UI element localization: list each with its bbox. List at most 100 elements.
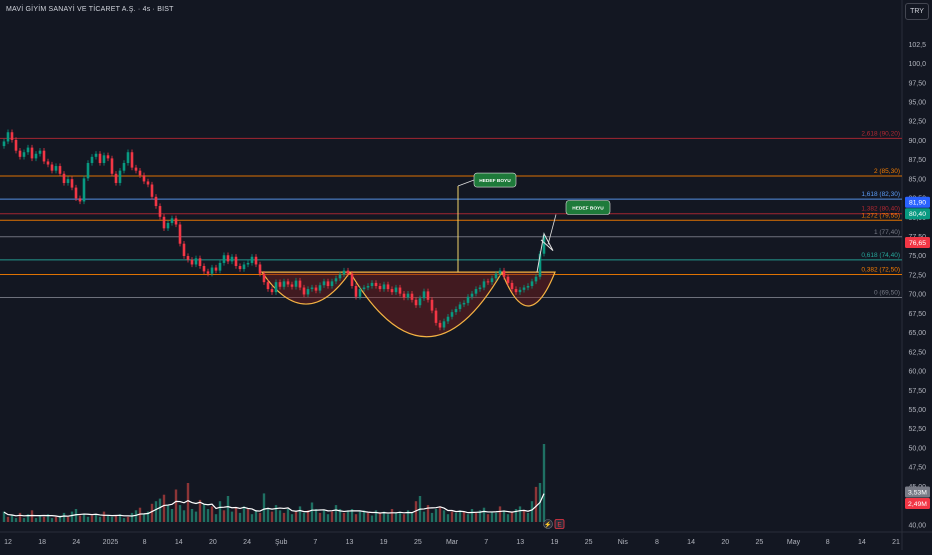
candle-body bbox=[30, 147, 34, 159]
candle-body bbox=[2, 141, 6, 147]
volume-bar bbox=[542, 444, 546, 522]
volume-bar bbox=[370, 515, 374, 522]
candle-body bbox=[386, 284, 390, 290]
volume-bar bbox=[286, 509, 290, 522]
candle-body bbox=[538, 253, 542, 277]
candle-body bbox=[530, 281, 534, 286]
x-tick-label: 20 bbox=[209, 539, 217, 546]
volume-bar bbox=[90, 515, 94, 522]
volume-bar bbox=[390, 509, 394, 522]
volume-bar bbox=[410, 512, 414, 522]
volume-bar bbox=[474, 512, 478, 522]
candle-body bbox=[286, 281, 290, 285]
volume-bar bbox=[214, 514, 218, 522]
candle-body bbox=[146, 181, 150, 185]
y-tick-label: 70,00 bbox=[908, 292, 926, 299]
volume-bar bbox=[430, 512, 434, 522]
candle-body bbox=[446, 316, 450, 322]
volume-bar bbox=[274, 505, 278, 522]
candle-body bbox=[126, 152, 130, 163]
candle-body bbox=[62, 173, 66, 183]
volume-bar bbox=[22, 518, 26, 522]
volume-bar bbox=[258, 512, 262, 522]
volume-bar bbox=[190, 509, 194, 522]
target-callouts: HEDEF BOYU HEDEF BOYU ⚡ E bbox=[457, 172, 611, 529]
x-tick-label: 19 bbox=[551, 539, 559, 546]
candle-body bbox=[510, 282, 514, 290]
volume-bar bbox=[14, 518, 18, 522]
candle-body bbox=[342, 270, 346, 275]
volume-bar bbox=[46, 514, 50, 522]
price-badge bbox=[905, 208, 930, 220]
volume-bar bbox=[326, 514, 330, 522]
volume-bar bbox=[122, 518, 126, 522]
price-badges: 81,90 80,40 76,65 3,53M 2,49M bbox=[905, 196, 930, 510]
x-tick-label: Mar bbox=[446, 539, 459, 546]
candle-body bbox=[206, 271, 210, 274]
candle-body bbox=[466, 296, 470, 303]
candle-body bbox=[434, 310, 438, 323]
candle-body bbox=[310, 287, 314, 290]
volume-bar bbox=[70, 511, 74, 522]
x-tick-label: 7 bbox=[484, 539, 488, 546]
candle-body bbox=[478, 287, 482, 290]
volume-bar bbox=[266, 507, 270, 522]
volume-bar bbox=[210, 506, 214, 522]
candle-body bbox=[418, 298, 422, 306]
volume-bar bbox=[146, 511, 150, 522]
candle-body bbox=[106, 155, 110, 159]
candle-body bbox=[290, 284, 294, 287]
fib-level-label: 0 (69,50) bbox=[874, 290, 900, 297]
candle-body bbox=[298, 280, 302, 288]
y-tick-label: 85,00 bbox=[908, 176, 926, 183]
candle-body bbox=[198, 258, 202, 267]
price-axis[interactable]: 102,5 100,0 97,50 95,00 92,50 90,00 87,50 85,00… bbox=[908, 42, 926, 529]
volume-bar bbox=[382, 511, 386, 522]
candle-body bbox=[154, 196, 158, 207]
x-tick-label: 24 bbox=[72, 539, 80, 546]
volume-bar bbox=[270, 511, 274, 522]
volume-bar bbox=[166, 505, 170, 522]
candle-body bbox=[542, 235, 546, 254]
y-tick-label: 97,50 bbox=[908, 80, 926, 87]
candle-body bbox=[54, 166, 58, 171]
candle-body bbox=[498, 270, 502, 274]
candle-body bbox=[130, 152, 134, 168]
x-tick-label: 25 bbox=[585, 539, 593, 546]
volume-bar bbox=[34, 518, 38, 522]
price-badge bbox=[905, 196, 930, 208]
volume-bar bbox=[322, 510, 326, 522]
candle-body bbox=[390, 289, 394, 293]
x-tick-label: 20 bbox=[721, 539, 729, 546]
price-badge-label: 76,65 bbox=[909, 240, 926, 247]
candle-body bbox=[38, 150, 42, 154]
fib-level-label: 1,618 (82,30) bbox=[861, 191, 900, 198]
volume-bar bbox=[142, 514, 146, 522]
volume-bar bbox=[302, 512, 306, 522]
volume-bar bbox=[426, 505, 430, 522]
candle-body bbox=[402, 293, 406, 298]
volume-bar bbox=[86, 516, 90, 522]
candle-body bbox=[426, 291, 430, 300]
time-axis[interactable]: 12 18 24 2025 8 14 20 24 Şub 7 13 19 25 Mar 7 13 19 25 Nis… bbox=[4, 539, 900, 546]
y-tick-label: 50,00 bbox=[908, 445, 926, 452]
candle-body bbox=[338, 274, 342, 279]
candle-body bbox=[26, 147, 30, 153]
callout-box bbox=[565, 200, 611, 215]
volume-bar bbox=[342, 512, 346, 522]
y-tick-label: 55,00 bbox=[908, 407, 926, 414]
volume-bar bbox=[30, 510, 34, 522]
currency-button[interactable]: TRY bbox=[905, 3, 929, 20]
fib-level-label: 2 (85,30) bbox=[874, 168, 900, 175]
volume-bar bbox=[314, 509, 318, 522]
volume-bar bbox=[366, 512, 370, 522]
volume-bar bbox=[114, 515, 118, 522]
volume-bar bbox=[218, 501, 222, 522]
x-tick-label: 12 bbox=[4, 539, 12, 546]
x-tick-label: 25 bbox=[755, 539, 763, 546]
candle-body bbox=[202, 266, 206, 272]
candle-body bbox=[114, 173, 118, 183]
